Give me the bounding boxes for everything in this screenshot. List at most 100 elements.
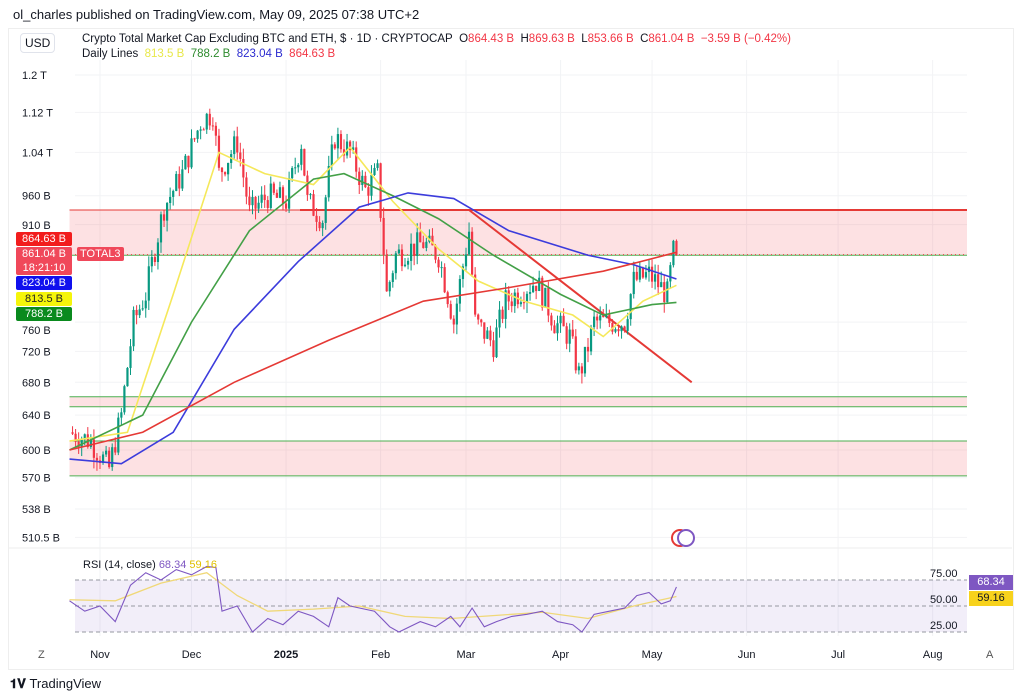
candle-body	[605, 314, 608, 318]
legend-title: Crypto Total Market Cap Excluding BTC an…	[82, 33, 791, 45]
candle-body	[126, 367, 129, 387]
candle-body	[309, 194, 312, 196]
candle-body	[638, 267, 641, 280]
rsi-tick-label: 75.00	[930, 568, 958, 580]
candle-body	[467, 231, 471, 255]
rsi-signal-label: 59.16	[969, 591, 1013, 606]
candle-body	[199, 129, 202, 131]
candle-body	[132, 309, 135, 347]
rsi-value: 68.34	[158, 559, 187, 571]
candle-body	[486, 330, 489, 339]
candle-body	[501, 309, 504, 319]
candle-body	[641, 267, 644, 278]
candle-body	[333, 144, 336, 149]
ma-legend[interactable]: Daily Lines 813.5 B 788.2 B 823.04 B 864…	[82, 48, 335, 60]
candle-body	[77, 441, 80, 448]
ma20-price-label: 813.5 B	[16, 292, 72, 306]
ma-legend-label: Daily Lines	[82, 48, 139, 60]
candle-body	[535, 285, 538, 292]
candle-body	[141, 308, 144, 310]
y-tick-label: 640 B	[22, 410, 51, 422]
publisher-line: ol_charles published on TradingView.com,…	[13, 7, 420, 22]
open-label: O	[459, 33, 469, 45]
candle-body	[580, 366, 583, 374]
candle-body	[175, 173, 178, 191]
auto-scale-button[interactable]: A	[986, 649, 994, 661]
candle-body	[461, 266, 465, 280]
candle-body	[166, 202, 169, 221]
candle-body	[95, 457, 99, 461]
candle-body	[547, 287, 550, 316]
y-tick-label: 910 B	[22, 220, 51, 232]
candle-body	[574, 336, 577, 371]
candle-body	[388, 282, 391, 292]
candle-body	[330, 144, 333, 166]
candle-body	[278, 187, 282, 198]
candle-body	[266, 200, 269, 208]
candle-body	[251, 196, 254, 206]
candle-body	[364, 175, 367, 188]
close-label: C	[640, 33, 649, 45]
y-tick-label: 760 B	[22, 325, 51, 337]
y-tick-label: 1.2 T	[22, 70, 47, 82]
candle-body	[477, 314, 480, 320]
candle-body	[519, 302, 522, 305]
candle-body	[92, 439, 95, 458]
candle-body	[153, 257, 156, 263]
low-label: L	[581, 33, 588, 45]
candle-body	[458, 279, 461, 304]
candle-body	[345, 141, 349, 156]
bar-countdown: 18:21:10	[22, 262, 66, 274]
candle-body	[416, 232, 419, 256]
candle-body	[632, 271, 635, 295]
candle-body	[577, 366, 580, 371]
candle-body	[187, 155, 190, 168]
candle-body	[205, 113, 208, 130]
ma-line-ma200	[69, 251, 677, 451]
candle-body	[214, 125, 217, 136]
candle-body	[410, 243, 413, 261]
candle-body	[522, 302, 526, 304]
currency-button[interactable]: USD	[20, 33, 56, 53]
x-tick-label: Nov	[90, 649, 110, 661]
rsi-legend[interactable]: RSI (14, close) 68.34 59.16	[83, 559, 217, 571]
candle-body	[349, 141, 352, 151]
y-tick-label: 680 B	[22, 377, 51, 389]
candle-body	[623, 326, 626, 331]
rsi-tick-label: 50.00	[930, 594, 958, 606]
candle-body	[596, 316, 599, 321]
candle-body	[422, 242, 425, 248]
candle-body	[583, 346, 587, 374]
candle-body	[556, 323, 559, 334]
ma-line-ma50	[69, 172, 677, 451]
candle-body	[568, 329, 571, 344]
candle-body	[117, 417, 120, 453]
candle-body	[202, 129, 205, 131]
candle-body	[498, 309, 501, 328]
candle-body	[629, 294, 632, 320]
y-tick-label: 600 B	[22, 445, 51, 457]
rsi-line	[69, 565, 677, 633]
candle-body	[272, 183, 275, 193]
rsi-price-label: 68.34	[969, 575, 1013, 590]
zoom-button[interactable]: Z	[38, 649, 45, 661]
candle-body	[242, 158, 245, 178]
ma100-value: 823.04 B	[236, 48, 283, 60]
candle-body	[403, 264, 407, 267]
candle-body	[172, 190, 175, 197]
candle-body	[538, 277, 541, 292]
candle-body	[236, 136, 239, 153]
open-value: 864.43 B	[468, 33, 515, 45]
candle-body	[144, 300, 147, 309]
candle-body	[376, 163, 379, 168]
ma200-value: 864.63 B	[289, 48, 336, 60]
last-price: 861.04 B	[21, 248, 67, 260]
candle-body	[489, 330, 492, 341]
flag-icon	[677, 529, 695, 547]
candle-body	[620, 326, 623, 332]
candle-body	[178, 173, 181, 189]
y-tick-label: 1.12 T	[22, 107, 53, 119]
candle-body	[336, 134, 339, 149]
ma100-price-label: 823.04 B	[16, 276, 72, 290]
